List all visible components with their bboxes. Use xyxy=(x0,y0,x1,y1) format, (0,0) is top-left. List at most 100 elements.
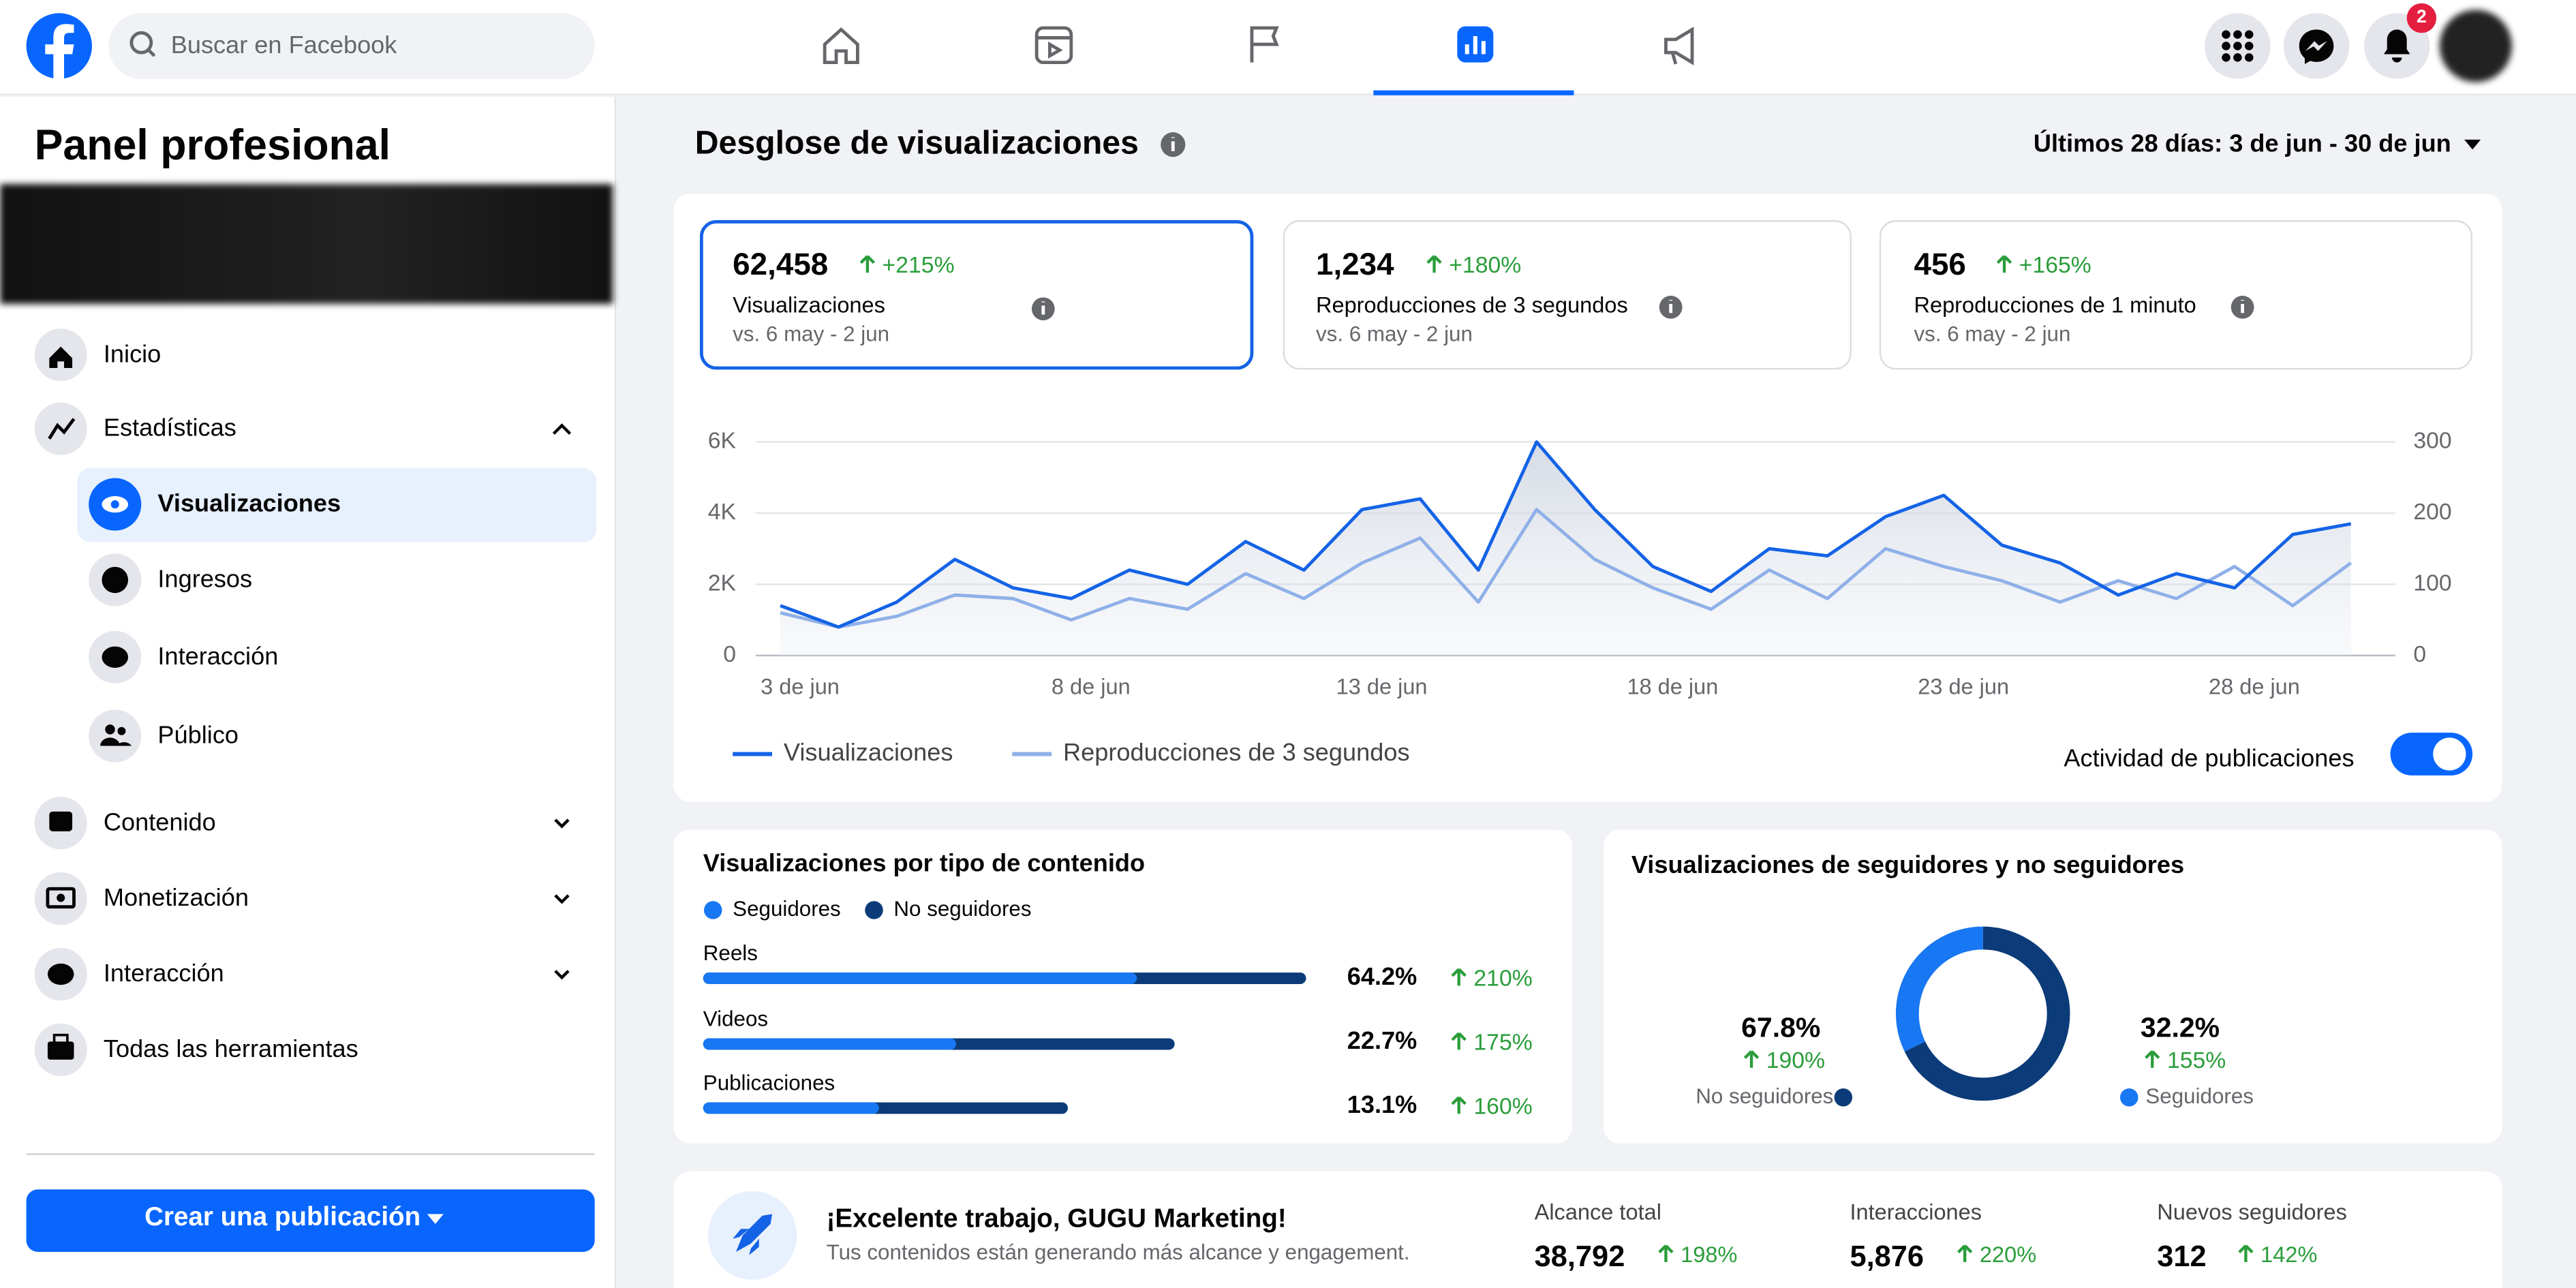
menu-item[interactable]: Ingresos xyxy=(157,566,253,594)
segment-change: 190% xyxy=(1743,1047,1825,1073)
menu-dots xyxy=(2222,30,2254,62)
info-icons[interactable] xyxy=(1031,132,2254,321)
y-tick-label: 2K xyxy=(708,570,737,596)
date-caret[interactable] xyxy=(2464,139,2481,150)
metric-change: +215% xyxy=(859,251,955,278)
menu-item[interactable]: Monetización xyxy=(103,884,249,913)
metric-label: Visualizaciones xyxy=(733,292,885,318)
segment-value: 67.8% xyxy=(1741,1012,1821,1044)
nav-underline xyxy=(1373,90,1574,95)
y2-tick-label: 300 xyxy=(2413,427,2451,453)
metric-label: Reproducciones de 1 minuto xyxy=(1914,292,2196,318)
separator xyxy=(26,1153,595,1155)
menu-item[interactable]: Contenido xyxy=(103,808,216,837)
metric-compare: vs. 6 may - 2 jun xyxy=(1315,321,1473,346)
stat-change: 198% xyxy=(1657,1242,1737,1268)
segment-name: No seguidores xyxy=(1696,1083,1834,1109)
metric-compare: vs. 6 may - 2 jun xyxy=(733,321,890,346)
legend-dot xyxy=(703,901,722,919)
segment-name: Seguidores xyxy=(2145,1083,2254,1109)
y2-tick-label: 100 xyxy=(2413,570,2451,596)
toggle-label: Actividad de publicaciones xyxy=(2064,744,2355,773)
metric-change: +165% xyxy=(1996,251,2091,278)
search-icon xyxy=(129,31,153,55)
messenger-icon xyxy=(2299,29,2334,65)
sidebar-icons xyxy=(34,328,142,1077)
rocket-icon xyxy=(733,1214,773,1255)
stat-label: Nuevos seguidores xyxy=(2157,1199,2347,1225)
up-arrow xyxy=(1743,1050,1760,1068)
button-caret xyxy=(427,1214,444,1224)
messenger-button[interactable] xyxy=(2283,13,2350,79)
menu-item[interactable]: Interacción xyxy=(157,643,279,671)
up-arrow xyxy=(859,255,876,273)
date-range[interactable]: Últimos 28 días: 3 de jun - 30 de jun xyxy=(2033,130,2451,159)
menu-item[interactable]: Inicio xyxy=(103,340,162,369)
metric-card[interactable] xyxy=(699,220,1254,370)
chevrons[interactable] xyxy=(552,423,572,980)
metric-compare: vs. 6 may - 2 jun xyxy=(1914,321,2071,346)
menu-item[interactable]: Estadísticas xyxy=(103,414,236,443)
legend-label: No seguidores xyxy=(893,896,1032,921)
badge xyxy=(2406,3,2437,33)
legend-dot xyxy=(2120,1088,2138,1107)
card-title: Visualizaciones por tipo de contenido xyxy=(703,850,1146,878)
summary-card xyxy=(673,1171,2502,1288)
menu-item[interactable]: Público xyxy=(157,722,239,750)
series-line xyxy=(780,440,2352,629)
x-tick-label: 18 de jun xyxy=(1627,675,1718,699)
search-box[interactable] xyxy=(108,13,595,79)
up-arrow xyxy=(2145,1050,2160,1068)
content-bars xyxy=(703,972,1306,1114)
stat-value: 5,876 xyxy=(1850,1240,1925,1273)
y2-tick-label: 0 xyxy=(2413,641,2426,667)
section-title: Desglose de visualizaciones xyxy=(694,125,1139,162)
y-tick-label: 6K xyxy=(708,427,737,453)
bell-icon xyxy=(2383,29,2410,63)
y-tick-label: 4K xyxy=(708,499,737,525)
segment-value: 32.2% xyxy=(2140,1012,2220,1044)
stat-change: 220% xyxy=(1957,1242,2036,1268)
up-arrow xyxy=(1451,1032,1467,1050)
up-arrow xyxy=(1451,968,1467,986)
row-label: Reels xyxy=(703,940,758,966)
segment-change: 155% xyxy=(2144,1047,2226,1073)
logo-f xyxy=(45,24,74,79)
row-share: 22.7% xyxy=(1347,1027,1417,1056)
selected-item[interactable] xyxy=(77,468,597,542)
metric-card[interactable] xyxy=(1879,220,2473,370)
content-type-card xyxy=(673,829,1573,1144)
row-change: 210% xyxy=(1451,964,1533,991)
metric-card[interactable] xyxy=(1283,220,1852,370)
metric-label: Reproducciones de 3 segundos xyxy=(1315,292,1628,318)
donut-segment xyxy=(1895,926,2070,1101)
button-label[interactable]: Crear una publicación xyxy=(144,1203,421,1232)
area xyxy=(780,442,2351,656)
create-button[interactable] xyxy=(26,1189,595,1252)
menu-item[interactable]: Interacción xyxy=(103,960,224,988)
legend-label: Seguidores xyxy=(733,896,841,921)
stat-label: Interacciones xyxy=(1850,1199,1982,1225)
y-tick-label: 0 xyxy=(723,641,736,667)
stat-value: 312 xyxy=(2157,1240,2207,1273)
menu-item[interactable]: Visualizaciones xyxy=(157,490,341,519)
series-line xyxy=(780,508,2352,629)
line-chart: 0 2K 4K 6K 0 100 200 300 3 de jun 8 de jun 13 de j… xyxy=(708,427,2452,766)
y2-tick-label: 200 xyxy=(2413,499,2451,525)
row-share: 64.2% xyxy=(1347,963,1417,992)
avatar[interactable] xyxy=(2439,10,2512,82)
up-arrow xyxy=(1996,255,2012,273)
up-arrow xyxy=(1957,1244,1973,1263)
metric-value: 62,458 xyxy=(733,248,829,283)
search-placeholder[interactable]: Buscar en Facebook xyxy=(170,31,397,60)
summary-title: ¡Excelente trabajo, GUGU Marketing! xyxy=(826,1205,1287,1233)
search-icon xyxy=(147,48,156,57)
nav-icons[interactable] xyxy=(823,26,1694,65)
sidebar-title: Panel profesional xyxy=(34,120,391,170)
menu-item[interactable]: Todas las herramientas xyxy=(103,1035,358,1064)
metric-value: 456 xyxy=(1914,248,1966,283)
legend-label: Visualizaciones xyxy=(784,738,953,766)
